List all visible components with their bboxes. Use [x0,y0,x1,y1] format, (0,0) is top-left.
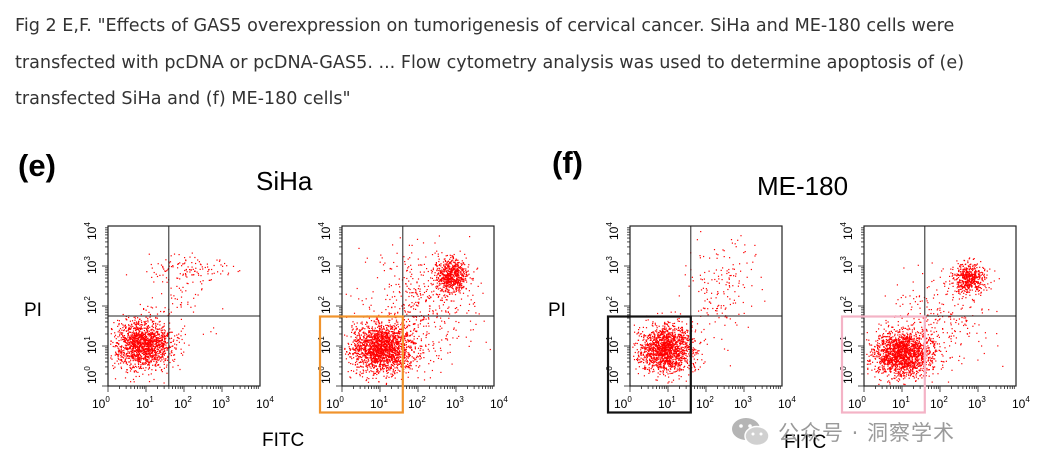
x-tick-label: 101 [370,395,388,411]
x-tick-label: 102 [930,395,948,411]
panel-f-label: (f) [552,145,583,180]
y-tick-label: 104 [83,222,99,240]
x-tick-label: 103 [446,395,464,411]
x-tick-label: 100 [326,395,344,411]
panel-f-title: ME-180 [757,171,848,201]
y-tick-label: 100 [83,366,99,384]
x-tick-label: 103 [212,395,230,411]
panel-e-label: (e) [18,148,56,183]
x-tick-label: 101 [892,395,910,411]
x-tick-label: 103 [734,395,752,411]
y-tick-label: 102 [839,296,855,314]
y-tick-label: 102 [83,296,99,314]
panel-e-title: SiHa [256,166,313,196]
y-tick-label: 104 [839,222,855,240]
x-tick-label: 104 [778,395,796,411]
x-tick-label: 104 [256,395,274,411]
plot-frame [107,225,261,387]
highlight-box [318,315,404,414]
x-tick-label: 102 [174,395,192,411]
x-tick-label: 104 [490,395,508,411]
watermark: 公众号 · 洞察学术 [730,412,955,452]
y-tick-label: 103 [605,256,621,274]
y-tick-label: 104 [317,222,333,240]
y-tick-label: 103 [317,256,333,274]
panel-f-x-label: FITC [784,432,826,453]
y-tick-label: 103 [83,256,99,274]
wechat-icon [732,418,770,447]
figure-caption: Fig 2 E,F. "Effects of GAS5 overexpressi… [15,16,965,109]
dot-plot-e-pcdna: 100 101 102 103 104 100 101 102 103 104 [83,222,274,411]
x-tick-label: 100 [848,395,866,411]
y-tick-label: 101 [83,336,99,354]
panel-f-y-label: PI [548,300,566,321]
panel-e-y-label: PI [24,300,42,321]
highlight-box [606,315,692,414]
y-tick-label: 104 [605,222,621,240]
x-tick-label: 102 [408,395,426,411]
plot-frame [863,225,1017,387]
y-tick-label: 102 [605,296,621,314]
x-tick-label: 104 [1012,395,1030,411]
x-tick-label: 102 [696,395,714,411]
x-tick-label: 103 [968,395,986,411]
x-tick-label: 100 [92,395,110,411]
highlight-box [840,315,926,414]
panel-e-x-label: FITC [262,430,304,451]
x-tick-label: 101 [136,395,154,411]
x-tick-label: 101 [658,395,676,411]
watermark-text: 公众号 · 洞察学术 [778,421,956,445]
y-tick-label: 102 [317,296,333,314]
x-tick-label: 100 [614,395,632,411]
y-tick-label: 103 [839,256,855,274]
